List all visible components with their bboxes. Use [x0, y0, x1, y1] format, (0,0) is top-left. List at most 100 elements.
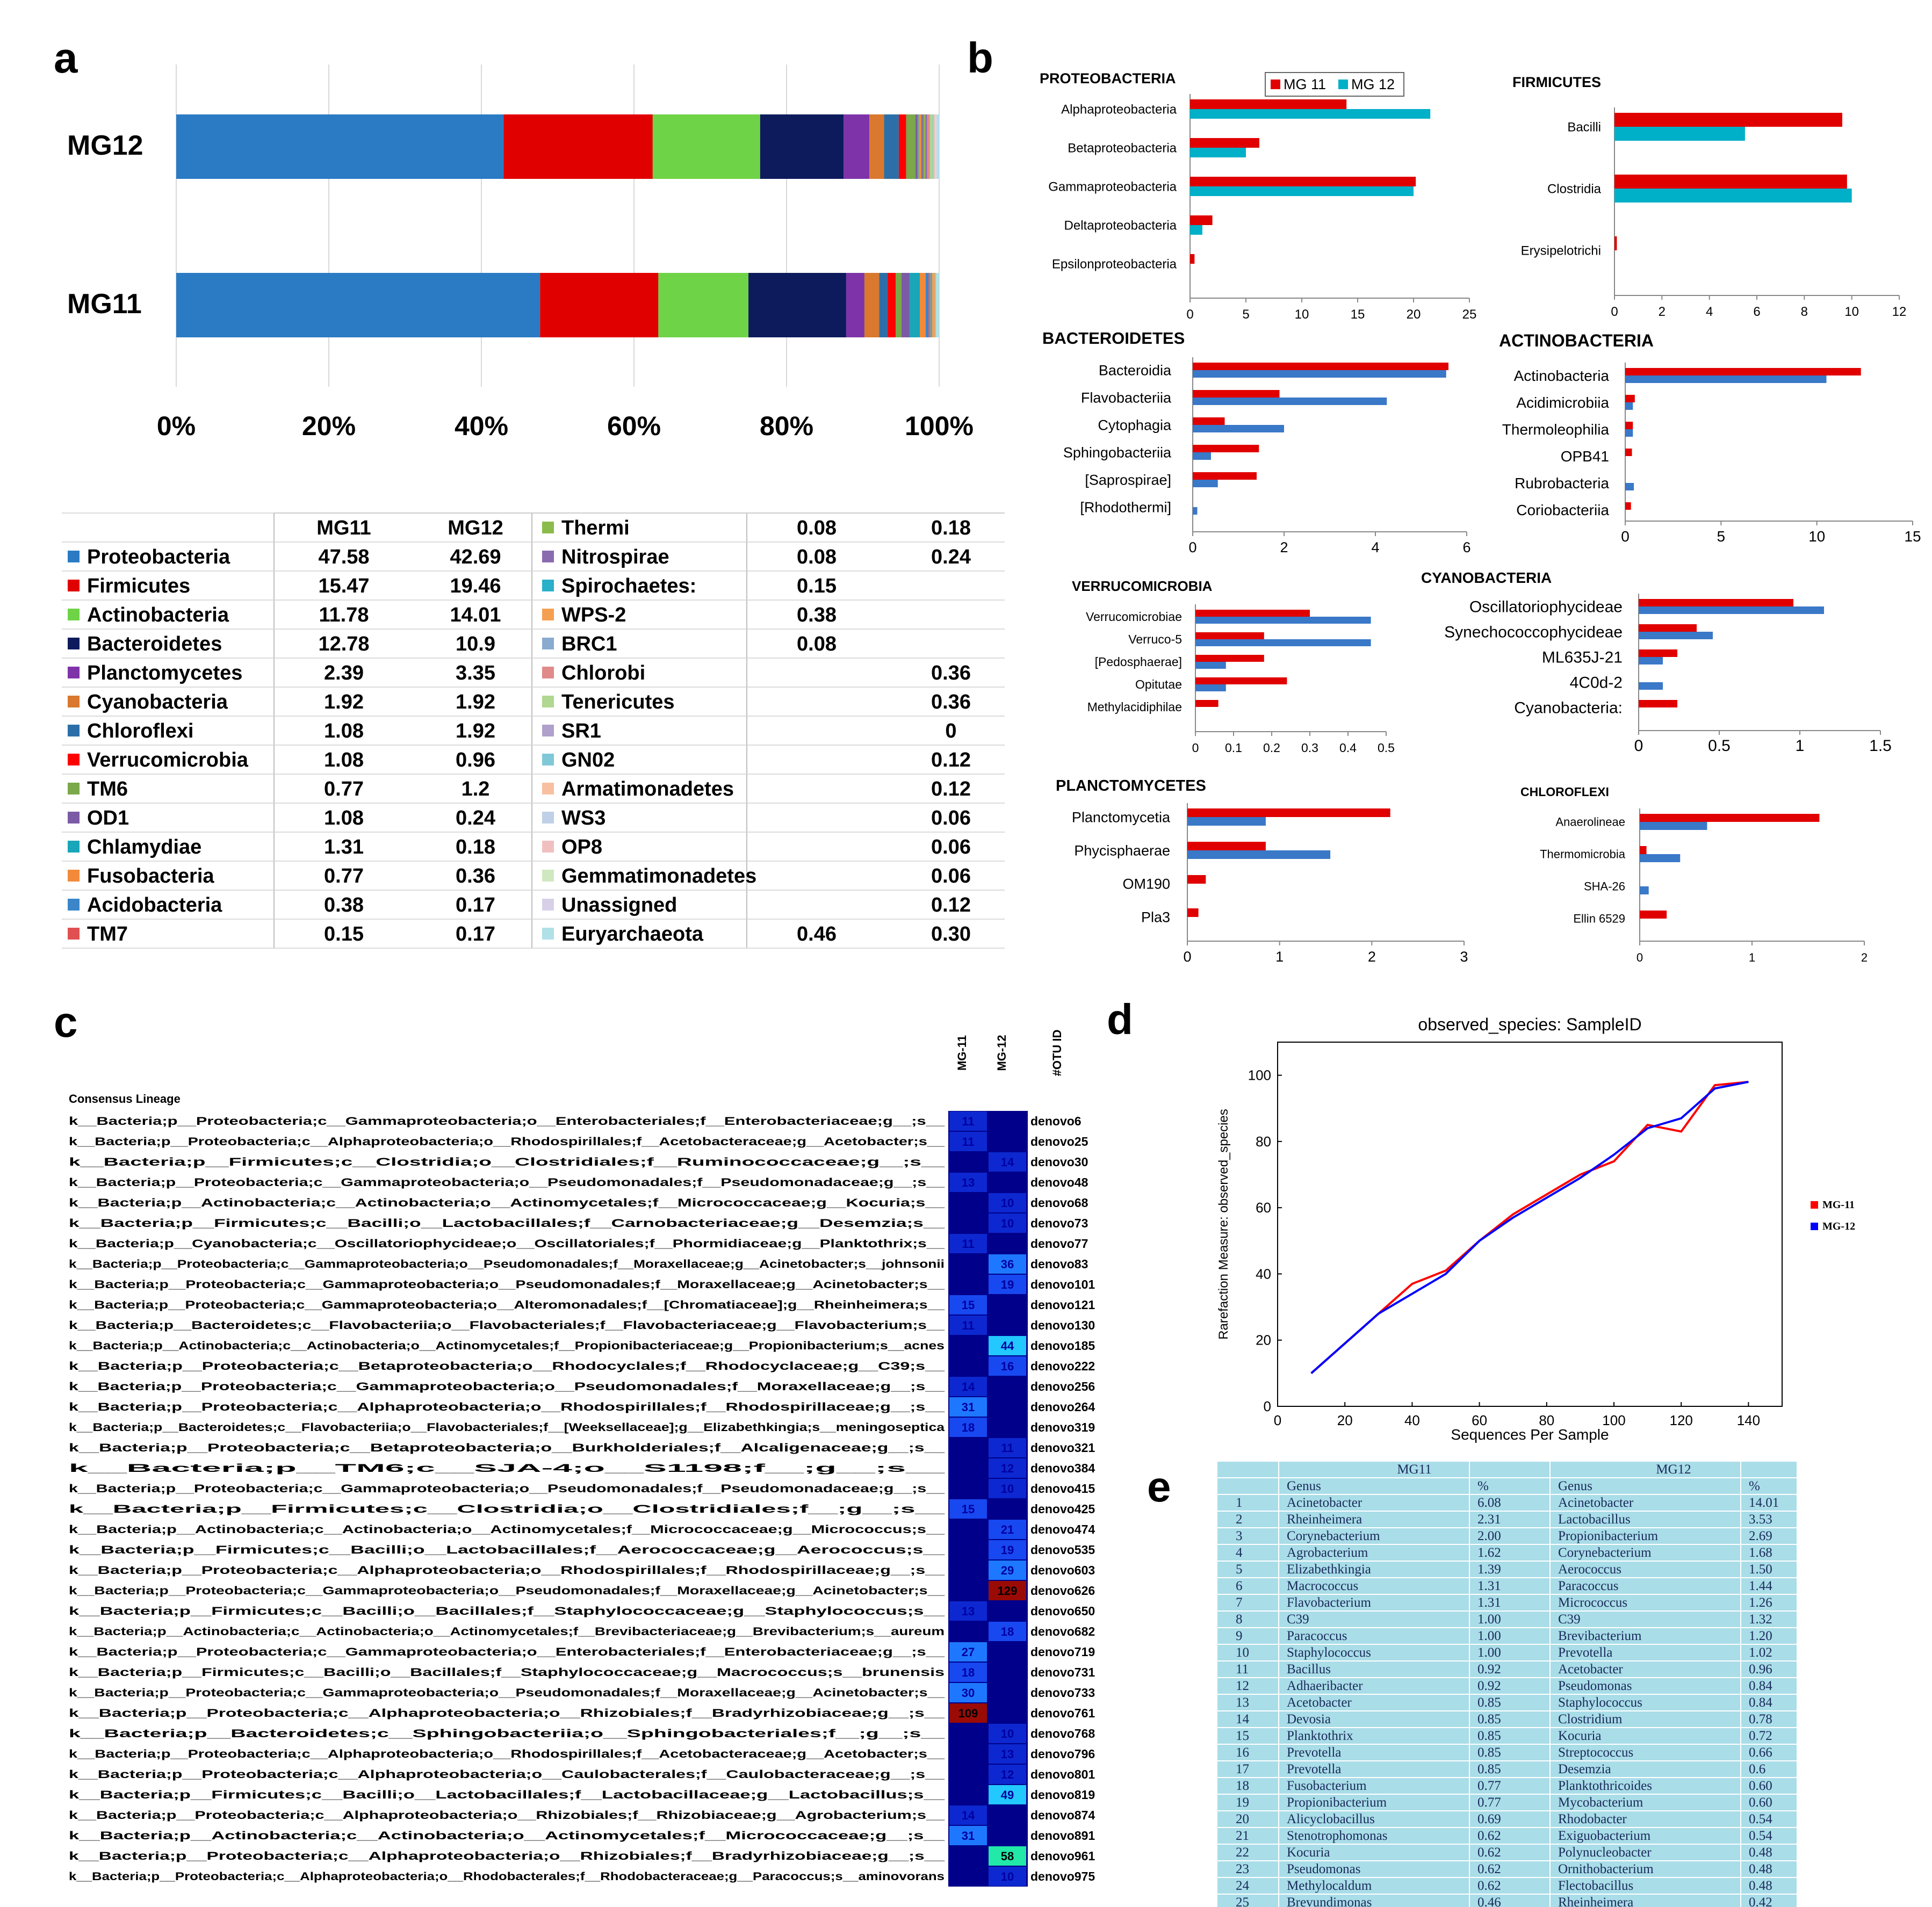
category-label: Sphingobacteriia [1063, 444, 1172, 460]
heatmap-cell [989, 1683, 1026, 1702]
x-tick-label: 1 [1749, 951, 1755, 964]
panel-label-b: b [967, 34, 993, 82]
category-label: Phycisphaerae [1074, 842, 1170, 858]
lineage-label: k__Bacteria;p__Proteobacteria;c__Gammapr… [69, 1686, 945, 1699]
mg11-value: 1.92 [324, 691, 364, 713]
table-cell: 0.54 [1749, 1829, 1772, 1843]
table-cell: Kocuria [1558, 1729, 1602, 1743]
table-cell: 10 [1236, 1645, 1249, 1660]
group-header: MG11 [1397, 1462, 1431, 1477]
stacked-segment-firmicutes [503, 114, 653, 179]
x-tick-label: 10 [1844, 305, 1859, 319]
bar-mg-11 [1625, 502, 1631, 510]
panel-c-heatmap: Consensus Lineage MG-11 MG-12 #OTU ID k__Bac… [69, 1030, 1095, 1887]
legend-swatch [68, 783, 80, 794]
x-tick-label: 0 [1192, 741, 1199, 755]
taxon-name: Proteobacteria [87, 546, 230, 568]
heatmap-cell-value: 129 [998, 1584, 1018, 1598]
heatmap-cell [949, 1418, 987, 1437]
bar-mg-11 [1625, 368, 1861, 375]
stacked-segment-fusobacteria [918, 114, 921, 179]
table-cell: Lactobacillus [1558, 1512, 1631, 1527]
legend-swatch [542, 638, 554, 649]
bar-mg-11 [1639, 624, 1697, 632]
bar-mg-11 [1195, 655, 1264, 662]
stacked-segment-verrucomicrobia [898, 114, 906, 179]
lineage-label: k__Bacteria;p__Actinobacteria;c__Actinob… [69, 1523, 945, 1536]
panel-b-title: PROTEOBACTERIA [1040, 70, 1176, 86]
table-cell: Brevibacterium [1558, 1629, 1642, 1643]
heatmap-cell-value: 18 [1001, 1625, 1014, 1638]
table-cell: 2.00 [1477, 1529, 1501, 1543]
table-cell: Pseudomonas [1287, 1862, 1361, 1876]
panel-b-title: CHLOROFLEXI [1520, 785, 1609, 799]
bar-mg-11 [1614, 236, 1617, 250]
heatmap-cell [989, 1132, 1026, 1151]
table-cell: 14 [1236, 1712, 1250, 1727]
legend-swatch [1811, 1201, 1818, 1209]
stacked-segment-proteobacteria [176, 273, 540, 337]
taxon-name: Chlamydiae [87, 836, 201, 858]
category-label: Anaerolineae [1555, 815, 1625, 829]
table-cell: Corynebacterium [1558, 1545, 1652, 1560]
stacked-segment-unassigned [936, 114, 937, 179]
lineage-label: k__Bacteria;p__Proteobacteria;c__Alphapr… [69, 1707, 946, 1720]
heatmap-cell [989, 1826, 1026, 1845]
table-cell: 0.46 [1477, 1895, 1501, 1907]
table-cell: Macrococcus [1287, 1579, 1358, 1593]
table-cell: 0.48 [1749, 1845, 1772, 1860]
heatmap-cell [949, 1826, 987, 1845]
heatmap-cell [949, 1336, 987, 1355]
lineage-label: k__Bacteria;p__Actinobacteria;c__Actinob… [69, 1829, 946, 1842]
mg12-value: 10.9 [456, 633, 495, 655]
heatmap-cell-value: 11 [962, 1319, 974, 1332]
table-cell: 8 [1236, 1612, 1243, 1627]
mg12-value: 0.36 [931, 691, 971, 713]
y-tick-label: 20 [1256, 1332, 1271, 1348]
bar-mg-11 [1190, 99, 1347, 109]
bar-mg-12 [1195, 662, 1226, 669]
y-tick-label: 80 [1256, 1133, 1271, 1150]
table-cell: Planktothricoides [1558, 1779, 1652, 1793]
otu-id: denovo6 [1030, 1114, 1082, 1128]
heatmap-cell-value: 16 [1001, 1360, 1014, 1373]
legend-swatch [542, 609, 554, 620]
heatmap-cell [989, 1275, 1026, 1294]
bar-mg-11 [1625, 449, 1632, 456]
otu-id: denovo222 [1030, 1359, 1095, 1373]
heatmap-cell [989, 1703, 1026, 1723]
taxon-name: Spirochaetes: [561, 575, 696, 597]
x-tick-label: 2 [1861, 951, 1868, 964]
heatmap-cell [949, 1377, 987, 1396]
mg12-value: 1.2 [462, 778, 490, 800]
legend-swatch [1811, 1223, 1818, 1230]
lineage-label: k__Bacteria;p__Proteobacteria;c__Alphapr… [69, 1768, 946, 1781]
otu-id: denovo603 [1030, 1563, 1095, 1577]
bar-mg-12 [1639, 682, 1663, 690]
category-label: Acidimicrobiia [1516, 394, 1609, 411]
stacked-segment-euryarchaeota [935, 273, 939, 337]
category-label: Pla3 [1141, 909, 1170, 925]
legend-swatch [68, 609, 80, 620]
heatmap-cell [989, 1193, 1026, 1212]
category-label: Verruco-5 [1128, 632, 1182, 646]
mg12-value: 0.36 [456, 865, 495, 887]
bar-mg-11 [1640, 814, 1820, 822]
table-cell: Acetobacter [1558, 1662, 1623, 1677]
x-tick-label: 100 [1602, 1412, 1625, 1428]
table-cell: 3 [1236, 1529, 1243, 1543]
taxon-name: Chloroflexi [87, 720, 193, 742]
legend-swatch [68, 754, 80, 765]
table-cell: 0.96 [1749, 1662, 1772, 1677]
x-tick-label: 0.5 [1708, 737, 1731, 755]
table-cell: 24 [1236, 1879, 1250, 1893]
stacked-segment-chlorobi [927, 114, 930, 179]
otu-id: denovo731 [1030, 1665, 1095, 1679]
bar-mg-11 [1625, 395, 1635, 402]
x-tick-label: 0% [157, 411, 196, 441]
table-cell: 0.85 [1477, 1695, 1501, 1710]
bar-mg-12 [1190, 225, 1202, 235]
bar-mg-11 [1187, 808, 1390, 817]
legend-swatch [68, 812, 80, 824]
